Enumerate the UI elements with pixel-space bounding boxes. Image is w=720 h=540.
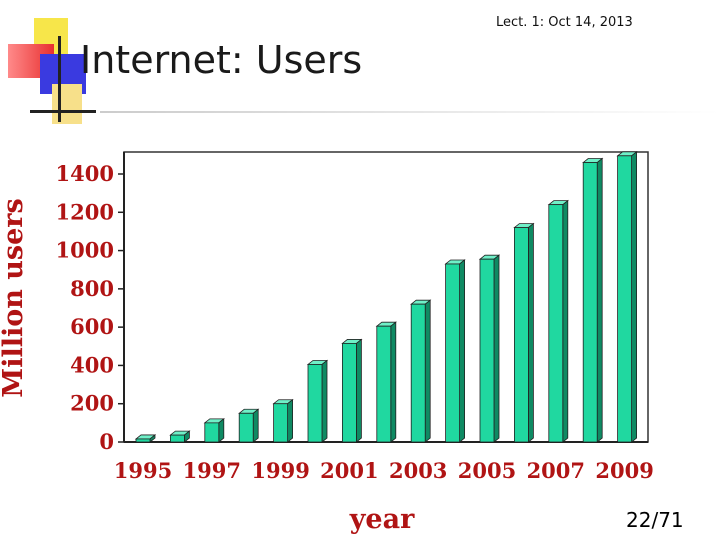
bar-side xyxy=(287,398,294,443)
bar-1996 xyxy=(169,430,191,443)
bar-side xyxy=(528,222,534,443)
slide-page-number: 22/71 xyxy=(626,508,684,532)
bar-front xyxy=(617,155,632,443)
bar-2006 xyxy=(513,222,535,443)
slide-title: Internet: Users xyxy=(80,38,363,82)
y-tick-label: 400 xyxy=(70,352,114,377)
y-tick-label: 1000 xyxy=(56,238,114,263)
y-axis-title: Million users xyxy=(0,198,29,397)
bar-side xyxy=(493,254,500,443)
bar-side xyxy=(321,359,328,443)
bar-2002 xyxy=(375,321,397,443)
bar-side xyxy=(596,157,603,443)
x-tick-label: 1995 xyxy=(114,458,172,483)
bar-2008 xyxy=(582,157,604,443)
bar-front xyxy=(135,438,151,443)
y-tick-label: 600 xyxy=(70,314,114,339)
bar-front xyxy=(204,422,220,443)
bar-1999 xyxy=(272,398,294,443)
x-tick-label: 2005 xyxy=(458,458,516,483)
slide-logo xyxy=(0,0,100,130)
bar-side xyxy=(562,199,569,443)
bar-1995 xyxy=(134,434,157,443)
bar-1998 xyxy=(238,408,260,443)
x-axis-title: year xyxy=(349,504,415,535)
x-tick-label: 1997 xyxy=(183,458,241,483)
bar-side xyxy=(390,321,397,443)
bar-front xyxy=(238,412,254,443)
y-tick-label: 1200 xyxy=(56,199,114,224)
bar-front xyxy=(341,343,357,443)
bar-2003 xyxy=(410,299,432,443)
bar-front xyxy=(514,227,529,443)
lecture-date: Lect. 1: Oct 14, 2013 xyxy=(496,15,633,30)
title-underline xyxy=(100,111,720,113)
y-tick-label: 0 xyxy=(99,429,114,454)
bar-front xyxy=(548,204,564,443)
x-tick-label: 2009 xyxy=(595,458,653,483)
bar-front xyxy=(307,364,323,443)
y-tick-label: 200 xyxy=(70,391,114,416)
bar-side xyxy=(459,259,466,443)
bar-2004 xyxy=(444,259,466,443)
bar-front xyxy=(410,303,426,443)
bar-2005 xyxy=(478,254,501,443)
bar-2009 xyxy=(616,150,638,443)
x-tick-label: 2007 xyxy=(527,458,585,483)
bar-front xyxy=(273,403,289,443)
bar-side xyxy=(631,150,637,443)
bar-front xyxy=(445,263,461,443)
y-tick-label: 800 xyxy=(70,276,114,301)
bar-side xyxy=(252,408,259,443)
bar-side xyxy=(424,299,431,443)
bar-2007 xyxy=(547,199,569,443)
x-tick-label: 1999 xyxy=(251,458,309,483)
bar-chart: 0 200 400 600 800 1000 1200 1400 1995 1997 1999 200… xyxy=(0,150,654,535)
bar-front xyxy=(479,258,495,443)
bar-1997 xyxy=(203,418,225,443)
y-tick-label: 1400 xyxy=(56,161,114,186)
x-tick-label: 2001 xyxy=(320,458,378,483)
bar-front xyxy=(376,325,392,443)
bar-front xyxy=(169,434,185,443)
bar-front xyxy=(582,162,598,443)
bar-side xyxy=(218,418,225,443)
bar-side xyxy=(355,338,362,443)
bar-2001 xyxy=(341,338,363,443)
x-tick-label: 2003 xyxy=(389,458,447,483)
bar-2000 xyxy=(306,359,329,443)
